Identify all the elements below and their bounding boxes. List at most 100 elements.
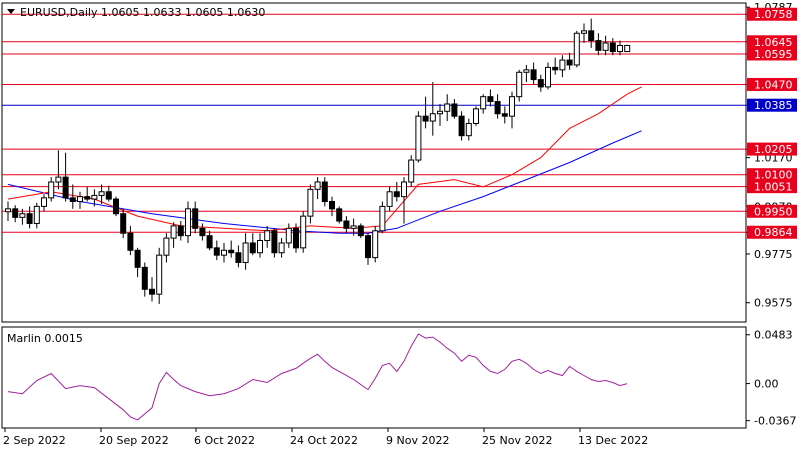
candle-bull: [581, 30, 587, 34]
level-label: 0.9950: [754, 205, 793, 218]
candle-bull: [156, 254, 163, 295]
candle-bull: [278, 242, 285, 254]
candle-bear: [271, 230, 278, 254]
axis-layer: 1.07871.01700.99700.97750.95751.07581.06…: [3, 1, 797, 447]
candle-bear: [552, 66, 559, 71]
level-label-box: [747, 7, 797, 21]
candle-bull: [98, 191, 105, 196]
candle-bull: [379, 205, 386, 232]
candle-bear: [120, 213, 127, 234]
candle-bear: [451, 103, 458, 117]
candle-bull: [624, 44, 631, 53]
level-label: 1.0595: [754, 48, 793, 61]
osc-tick-label: 0.0483: [754, 329, 793, 342]
candle-bull: [559, 59, 566, 71]
price-panel: [1, 2, 747, 323]
candle-bull: [516, 71, 523, 98]
candle-bear: [84, 196, 91, 200]
candle-bear: [105, 191, 112, 200]
candle-bull: [372, 230, 379, 259]
candle-bear: [62, 176, 69, 199]
level-label: 1.0758: [754, 8, 793, 21]
candle-bear: [393, 191, 400, 198]
candle-bull: [242, 242, 249, 263]
candle-bear: [12, 208, 19, 218]
candle-bull: [408, 159, 415, 183]
candle-bull: [314, 181, 321, 190]
date-tick-label: 20 Sep 2022: [99, 434, 169, 447]
date-tick-label: 24 Oct 2022: [290, 434, 358, 447]
candle-bull: [41, 197, 47, 207]
candle-bull: [55, 176, 62, 183]
candle-bear: [422, 115, 429, 122]
candle-bull: [509, 96, 515, 117]
candle-bull: [257, 240, 263, 254]
candle-bear: [134, 249, 141, 268]
candle-bull: [91, 194, 98, 200]
level-label-box: [747, 180, 797, 194]
osc-tick-label: 0.00: [754, 378, 779, 391]
collapse-triangle-icon[interactable]: [7, 9, 15, 14]
level-label-box: [747, 98, 797, 112]
level-label-box: [747, 142, 797, 156]
candle-bull: [480, 96, 487, 110]
candle-bull: [523, 69, 530, 73]
level-label: 1.0645: [754, 36, 793, 49]
candle-bull: [163, 237, 170, 256]
candle-bear: [113, 198, 119, 215]
indicator-panel: [1, 326, 747, 429]
candle-bull: [307, 188, 314, 217]
candle-bear: [494, 101, 501, 115]
level-label-box: [747, 35, 797, 49]
candle-bear: [329, 201, 335, 210]
level-label-box: [747, 47, 797, 61]
candle-bull: [300, 215, 307, 249]
candle-bear: [235, 252, 242, 263]
level-label: 1.0470: [754, 78, 793, 91]
candle-bear: [537, 79, 544, 88]
candle-bear: [609, 42, 616, 53]
level-label-box: [747, 204, 797, 218]
candle-bull: [437, 110, 443, 115]
candle-bear: [249, 242, 256, 254]
level-label: 1.0051: [754, 181, 793, 194]
level-label: 1.0100: [754, 169, 793, 182]
level-label: 1.0385: [754, 99, 793, 112]
candle-bear: [343, 220, 350, 229]
level-label-box: [747, 225, 797, 239]
level-label: 1.0205: [754, 143, 793, 156]
levels-layer: [2, 13, 746, 233]
date-tick-label: 6 Oct 2022: [194, 434, 255, 447]
price-tick-label: 0.9775: [754, 248, 793, 261]
candle-bull: [386, 191, 393, 207]
candle-bull: [5, 208, 11, 213]
date-tick-label: 25 Nov 2022: [482, 434, 552, 447]
level-label-box: [747, 77, 797, 91]
candle-bear: [458, 115, 465, 137]
candle-bull: [185, 208, 191, 237]
candles-layer: [5, 18, 631, 304]
candle-bull: [573, 32, 580, 66]
candle-bull: [19, 213, 26, 218]
candle-bear: [127, 232, 134, 251]
candle-bull: [221, 249, 227, 256]
candle-bear: [149, 288, 155, 295]
candle-bull: [401, 181, 407, 198]
candle-bull: [48, 181, 55, 199]
candle-bull: [77, 196, 83, 203]
candle-bull: [429, 113, 436, 122]
oscillator-layer: [7, 333, 628, 421]
candle-bull: [545, 66, 551, 88]
candle-bear: [293, 227, 299, 249]
candle-bear: [192, 208, 199, 229]
candle-bear: [69, 197, 76, 203]
candle-bear: [566, 59, 573, 66]
candle-bear: [206, 235, 213, 249]
indicator-label: Marlin 0.0015: [7, 332, 83, 345]
candle-bull: [264, 230, 271, 242]
candle-bear: [199, 227, 206, 237]
candle-bull: [33, 205, 40, 224]
candle-bear: [228, 249, 235, 254]
